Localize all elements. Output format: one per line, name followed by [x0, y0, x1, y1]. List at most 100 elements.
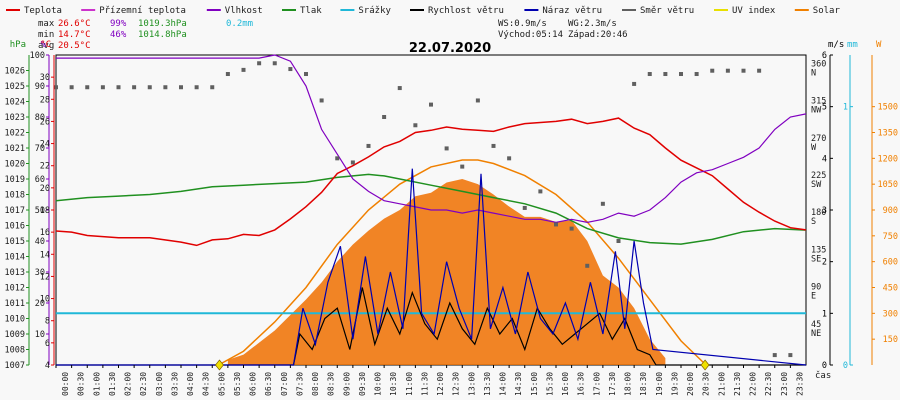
x-tick-label: 00:30 [77, 372, 86, 396]
x-tick-label: 05:00 [217, 372, 226, 396]
x-tick-label: 11:30 [420, 372, 429, 396]
legend-label-teplota: Teplota [24, 6, 62, 16]
solar-line [218, 159, 707, 366]
axis-degc-tick-label: 10 [40, 295, 50, 305]
info-wg: WG:2.3m/s [568, 19, 617, 29]
smer-point [522, 205, 527, 210]
axis-dir-tick-label: 45 [811, 320, 821, 330]
smer-point [100, 85, 105, 90]
axis-degc-tick-label: 12 [40, 272, 50, 282]
x-tick-label: 08:30 [327, 372, 336, 396]
axis-hpa-tick-label: 1013 [5, 268, 25, 278]
x-tick-label: 03:00 [155, 372, 164, 396]
axis-hpa-tick-label: 1009 [5, 330, 25, 340]
axis-dir-compass-label: W [811, 143, 817, 153]
axis-dir-compass-label: N [811, 68, 816, 78]
x-tick-label: 10:00 [374, 372, 383, 396]
axis-ms-tick-label: 1 [822, 309, 827, 319]
smer-point [710, 68, 715, 73]
axis-dir-tick-label: 135 [811, 245, 826, 255]
stat-avg-label: avg [38, 41, 54, 51]
smer-point [413, 123, 418, 128]
smer-point [382, 115, 387, 119]
axis-hpa-tick-label: 1014 [5, 253, 25, 263]
stats-block: max 26.6°C 99% 1019.3hPa 0.2mm min 14.7°… [38, 19, 253, 51]
series-rychlost [56, 287, 806, 366]
axis-pct-tick-label: 60 [35, 175, 45, 185]
smer-point [179, 85, 183, 90]
axis-pct-tick-label: 40 [35, 237, 45, 247]
smer-point [350, 160, 355, 165]
smer-point [569, 226, 574, 231]
x-tick-label: 20:00 [686, 372, 695, 396]
axis-dir-tick-label: 315 [811, 97, 826, 107]
x-tick-label: 10:30 [389, 372, 398, 396]
smer-point [632, 81, 637, 86]
legend-label-prizemni: Přízemní teplota [99, 6, 186, 16]
x-tick-label: 16:30 [577, 372, 586, 396]
x-tick-label: 12:30 [452, 372, 461, 396]
axis-degc-tick-label: 22 [40, 162, 50, 172]
x-tick-label: 07:30 [295, 372, 304, 396]
axis-wm2-tick-label: 1200 [878, 154, 898, 164]
axis-hpa-tick-label: 1026 [5, 67, 25, 77]
smer-point [366, 143, 371, 148]
x-tick-label: 04:30 [202, 372, 211, 396]
axis-dir-compass-label: E [811, 292, 816, 302]
axis-mm-tick-label: 0 [843, 361, 848, 371]
smer-point [507, 156, 512, 161]
axis-hpa-tick-label: 1024 [5, 98, 25, 108]
x-tick-label: 22:00 [749, 372, 758, 396]
x-tick-label: 14:30 [514, 372, 523, 396]
smer-point [491, 143, 496, 148]
axis-pct-tick-label: 10 [35, 330, 45, 340]
axis-wm2-tick-label: 900 [883, 206, 898, 216]
axis-ms-tick-label: 2 [822, 258, 827, 268]
axis-degc-tick-label: 18 [40, 206, 50, 216]
smer-point [116, 85, 121, 90]
x-tick-label: 14:00 [499, 372, 508, 396]
x-tick-label: 18:30 [639, 372, 648, 396]
smer-point [741, 68, 746, 73]
axis-pct-unit: % [41, 40, 47, 50]
axis-wm2-tick-label: 1050 [878, 180, 898, 190]
smer-point [554, 222, 558, 227]
axis-dir-compass-label: SE [811, 254, 821, 264]
legend-label-smer: Směr větru [640, 6, 694, 16]
axis-wm2-tick-label: 750 [883, 232, 898, 242]
smer-point [647, 72, 652, 77]
info-ws: WS:0.9m/s [498, 19, 547, 29]
smer-point [335, 156, 340, 161]
axis-hpa-tick-label: 1023 [5, 113, 25, 123]
axis-degc-tick-label: 16 [40, 228, 50, 238]
axis-degc-tick-label: 28 [40, 95, 50, 105]
axis-wm2-tick-label: 150 [883, 335, 898, 345]
x-tick-label: 03:30 [170, 372, 179, 396]
axis-wm2-tick-label: 300 [883, 309, 898, 319]
smer-point [725, 68, 730, 73]
x-tick-label: 19:00 [655, 372, 664, 396]
smer-point [460, 164, 465, 169]
axis-wm2-tick-label: 450 [883, 284, 898, 294]
legend-label-srazky: Srážky [358, 6, 391, 16]
info-sunset: Západ:20:46 [568, 30, 628, 40]
axis-hpa-tick-label: 1022 [5, 129, 25, 139]
smer-point [288, 67, 293, 72]
axes: hPa1007100810091010101110121013101410151… [5, 40, 898, 371]
smer-point [210, 85, 215, 90]
legend-label-tlak: Tlak [300, 6, 322, 16]
axis-dir-tick-label: 225 [811, 171, 826, 181]
x-tick-label: 00:00 [61, 372, 70, 396]
axis-hpa-tick-label: 1025 [5, 82, 25, 92]
x-tick-label: 06:00 [249, 372, 258, 396]
smer-point [163, 85, 168, 90]
x-tick-label: 08:00 [311, 372, 320, 396]
stat-avg-temp: 20.5°C [58, 41, 91, 51]
x-tick-label: 22:30 [764, 372, 773, 396]
x-tick-label: 23:00 [780, 372, 789, 396]
x-tick-label: 17:00 [592, 372, 601, 396]
x-tick-label: 05:30 [233, 372, 242, 396]
x-tick-label: 18:00 [624, 372, 633, 396]
x-tick-label: 09:30 [358, 372, 367, 396]
axis-hpa-unit: hPa [10, 40, 26, 50]
